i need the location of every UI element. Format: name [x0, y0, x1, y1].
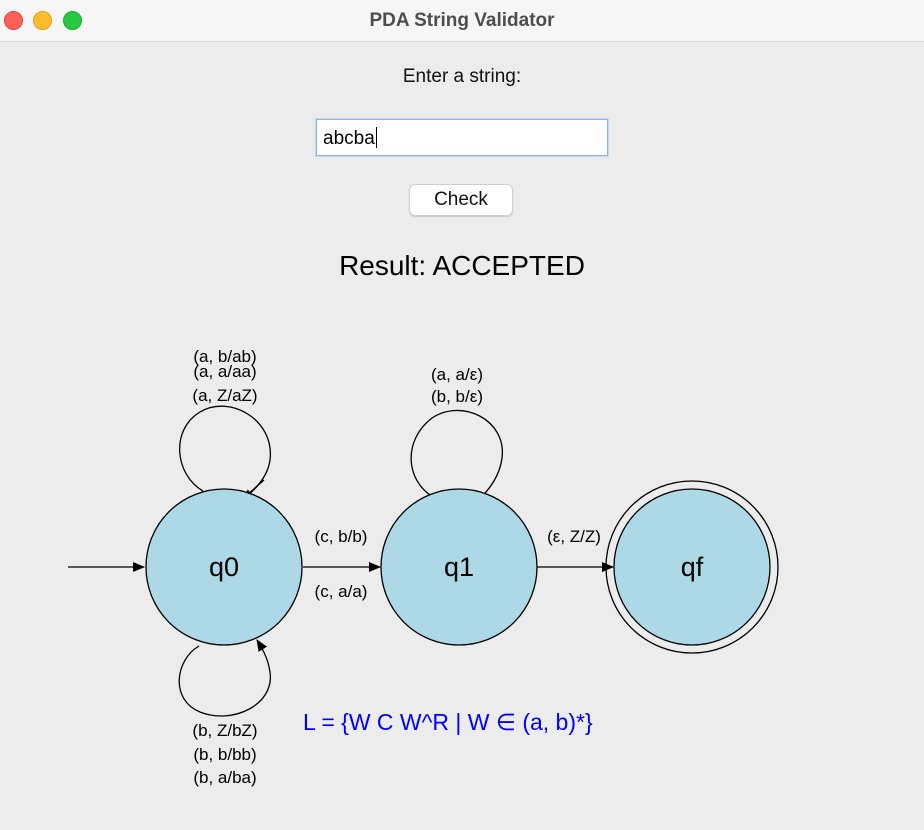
q0-top-loop-double-line	[246, 479, 265, 496]
q1-loop-label: (a, a/ε)	[431, 365, 483, 384]
q1-loop-label: (b, b/ε)	[431, 387, 483, 406]
check-button[interactable]: Check	[409, 184, 513, 216]
string-input[interactable]: abcba	[316, 119, 608, 156]
q0-top-loop-label: (a, Z/aZ)	[192, 386, 257, 405]
maximize-window-button[interactable]	[63, 11, 82, 30]
title-bar: PDA String Validator	[0, 0, 924, 42]
window-title: PDA String Validator	[369, 10, 555, 31]
close-window-button[interactable]	[4, 11, 23, 30]
string-input-value: abcba	[323, 128, 375, 149]
q0-bottom-loop-arrow	[178, 639, 271, 717]
q0-bottom-loop-label: (b, Z/bZ)	[192, 721, 257, 740]
q0-bottom-loop-label: (b, a/ba)	[193, 768, 256, 787]
state-q1	[380, 488, 538, 646]
q0-top-loop-label: (a, b/ab)	[193, 347, 256, 366]
state-qf-outer-ring	[605, 480, 779, 654]
state-qf-label: qf	[681, 552, 704, 582]
q0-q1-label: (c, a/a)	[315, 582, 368, 601]
state-q1-label: q1	[444, 552, 474, 582]
q0-bottom-loop-label: (b, b/bb)	[193, 745, 256, 764]
state-q0-label: q0	[209, 552, 239, 582]
q1-loop-arrow	[410, 409, 503, 503]
text-caret	[375, 127, 377, 148]
state-q0	[145, 488, 303, 646]
state-qf	[613, 488, 771, 646]
q0-top-loop-label: (a, a/aa)	[193, 362, 256, 381]
input-prompt-label: Enter a string:	[402, 66, 522, 87]
language-definition: L = {W C W^R | W ∈ (a, b)*}	[303, 709, 593, 735]
result-text: Result: ACCEPTED	[339, 250, 585, 281]
q0-q1-label: (c, b/b)	[315, 527, 368, 546]
q1-qf-label: (ε, Z/Z)	[547, 527, 601, 546]
q0-top-loop-arrow	[179, 405, 271, 501]
minimize-window-button[interactable]	[33, 11, 52, 30]
